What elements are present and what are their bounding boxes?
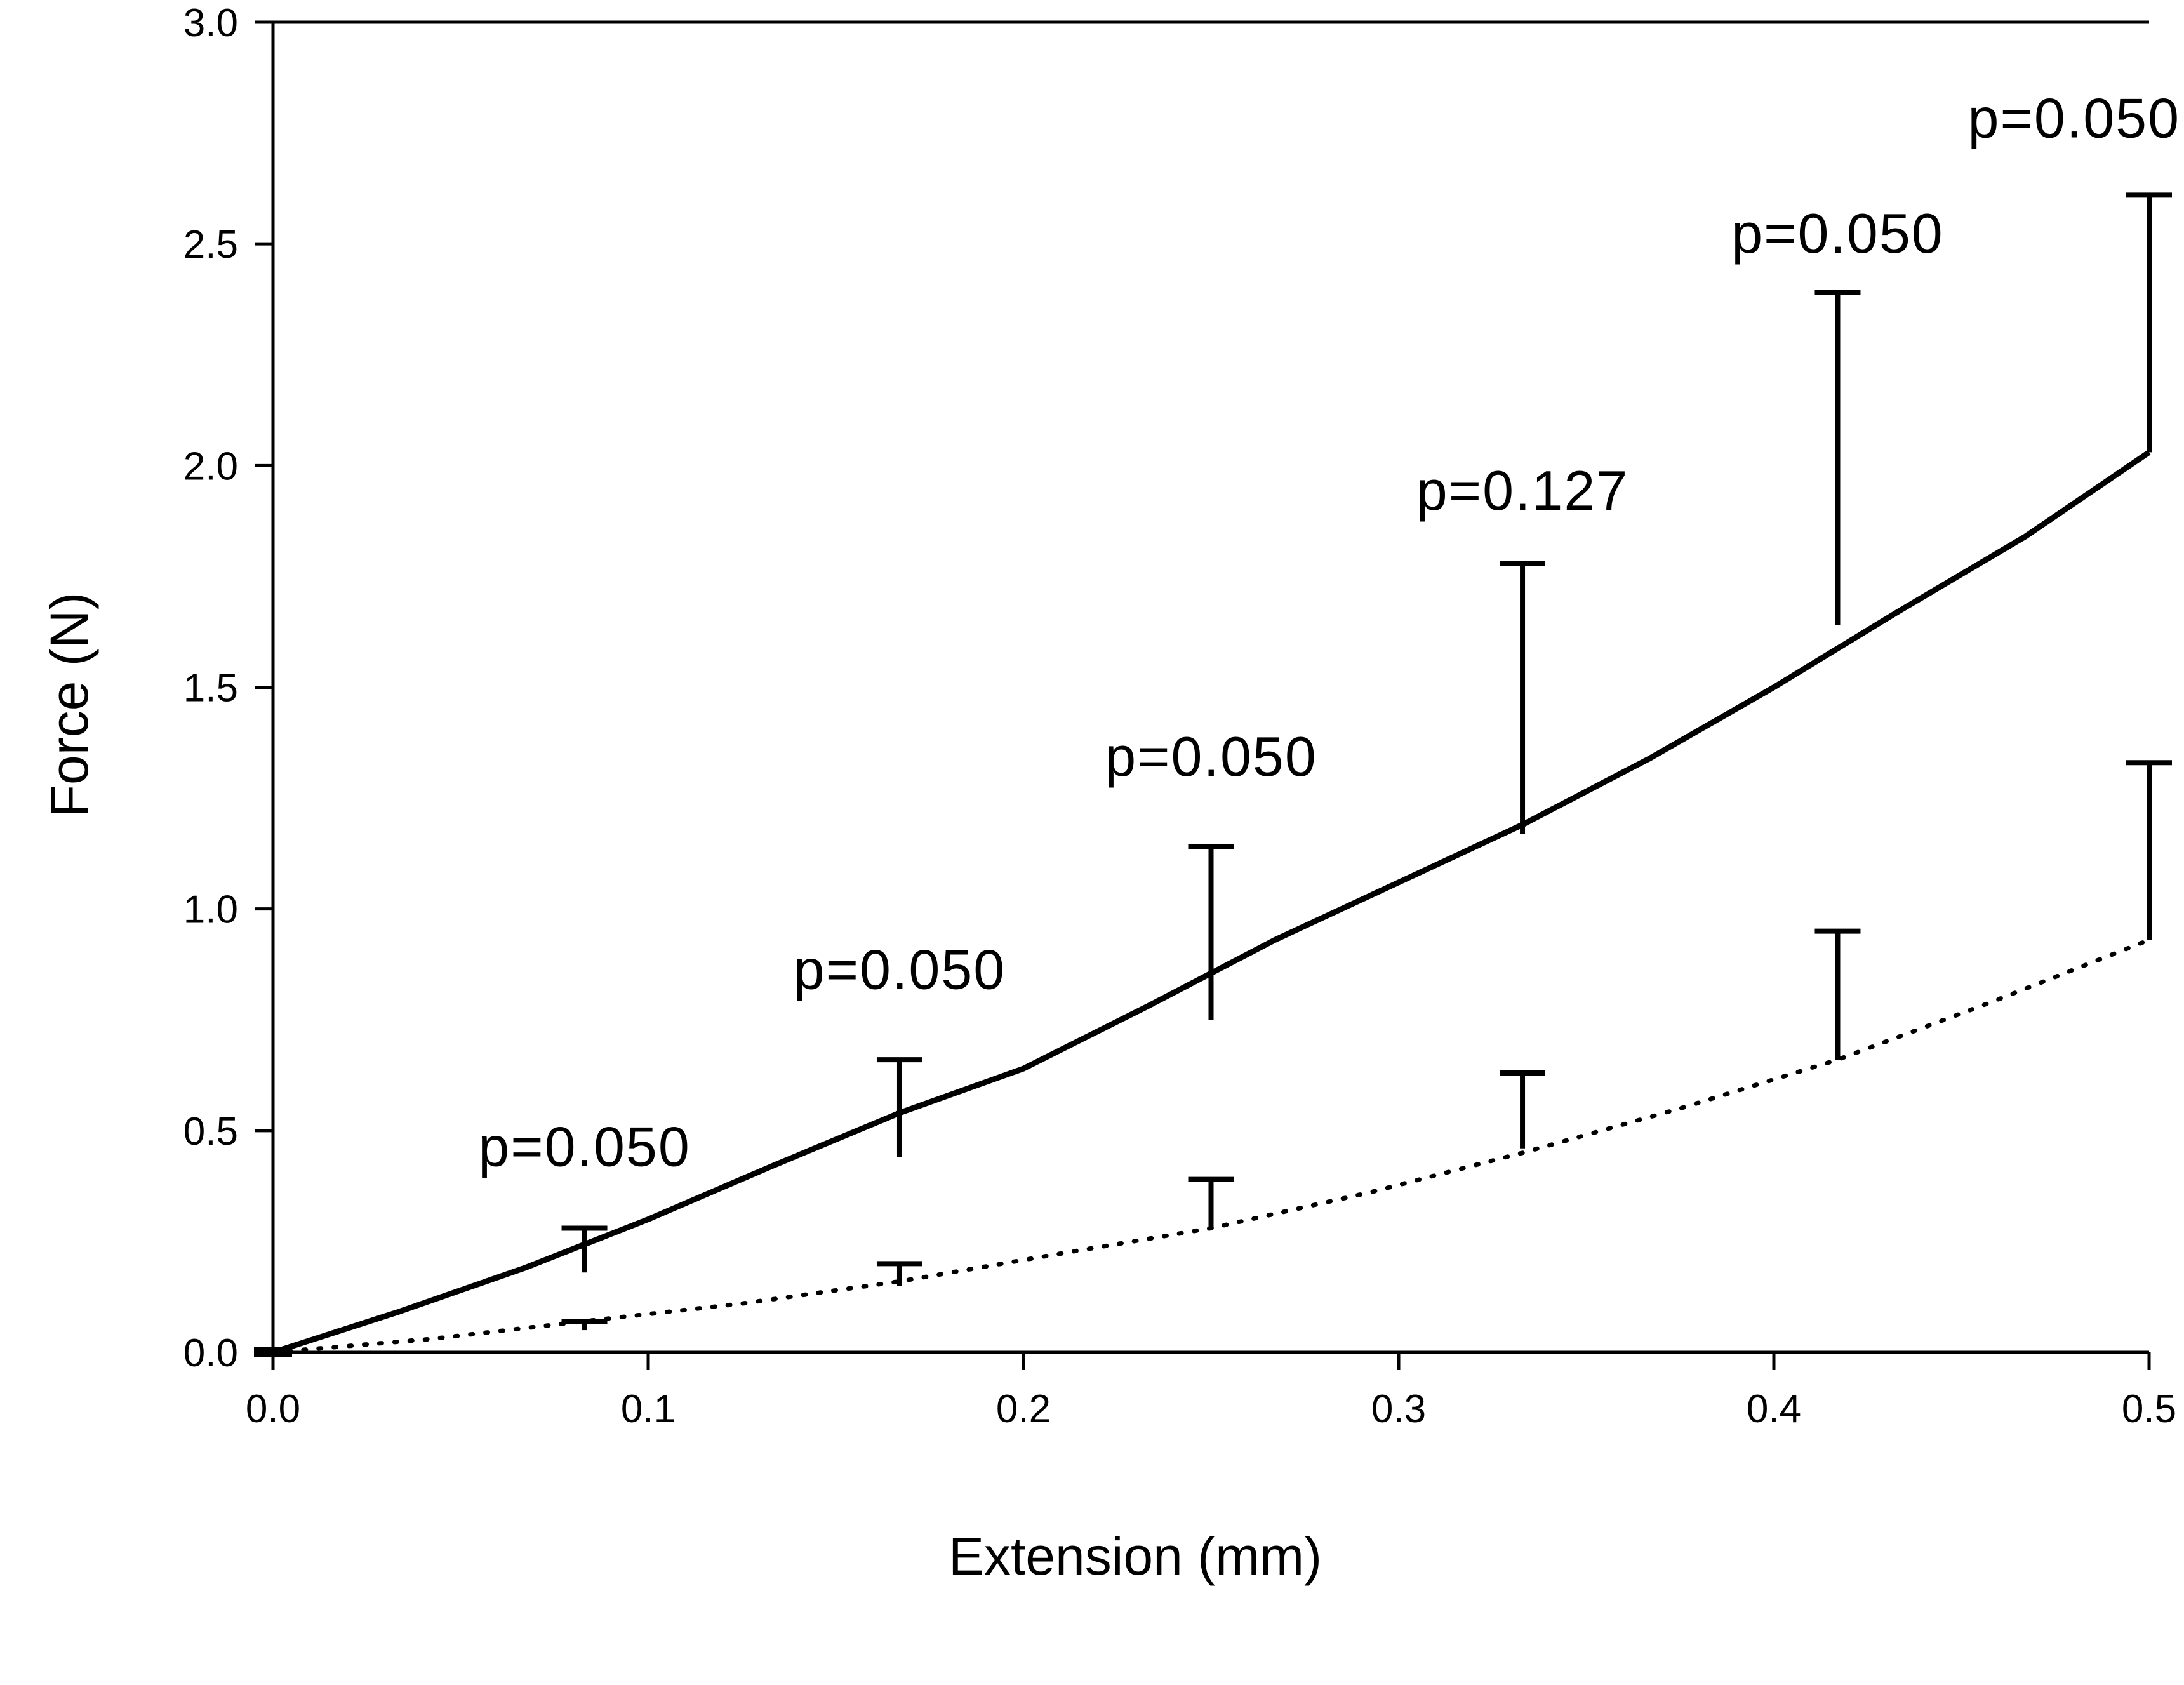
x-tick-label: 0.2 [996,1387,1051,1431]
x-tick-label: 0.4 [1747,1387,1801,1431]
p-value-annotation: p=0.050 [1968,87,2181,150]
y-tick-label: 2.0 [183,444,238,488]
y-tick-label: 2.5 [183,223,238,267]
x-tick-label: 0.0 [246,1387,300,1431]
series-origin-marker [254,1347,292,1357]
x-tick-label: 0.1 [621,1387,676,1431]
y-axis-title: Force (N) [39,592,99,818]
errorbar-layer [561,192,2172,1331]
series-layer [254,450,2152,1357]
p-value-annotation: p=0.050 [1105,725,1317,788]
y-tick-label: 0.5 [183,1110,238,1154]
axes: 0.0 0.5 1.0 1.5 2.0 2.5 3.0 0.0 0.1 0.2 0.3 0.4 0.5 [183,1,2176,1431]
x-tick-label: 0.5 [2122,1387,2176,1431]
p-value-annotation: p=0.050 [1731,202,1944,265]
y-tick-label: 1.5 [183,667,238,710]
x-axis-title: Extension (mm) [949,1526,1322,1586]
p-value-annotation: p=0.050 [478,1116,691,1178]
x-tick-label: 0.3 [1371,1387,1426,1431]
p-value-annotation: p=0.127 [1416,459,1629,522]
y-tick-label: 1.0 [183,888,238,932]
y-tick-label: 0.0 [183,1331,238,1375]
y-tick-label: 3.0 [183,1,238,45]
series-line-dotted [270,938,2152,1355]
annotation-layer: p=0.050 p=0.050 p=0.050 p=0.127 p=0.050 p=0.0… [478,87,2181,1178]
p-value-annotation: p=0.050 [794,938,1006,1001]
